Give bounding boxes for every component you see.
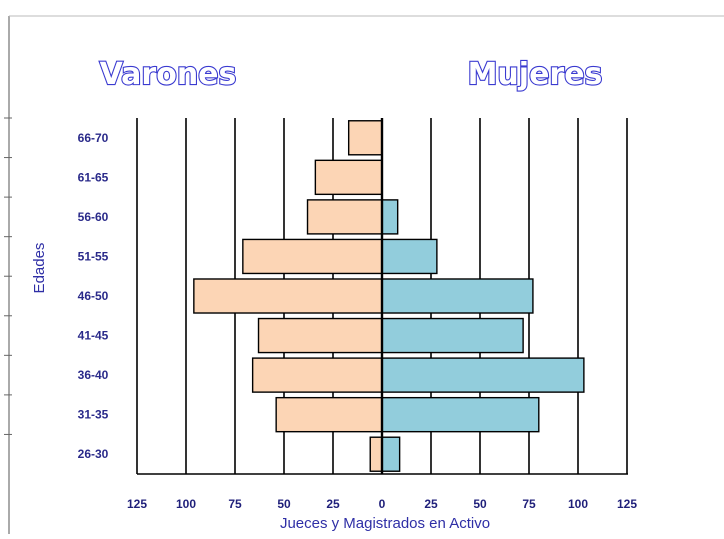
x-tick-label: 50 bbox=[277, 497, 291, 511]
category-label-41-45: 41-45 bbox=[78, 329, 109, 343]
category-label-51-55: 51-55 bbox=[78, 249, 109, 263]
bar-varones-61-65 bbox=[314, 159, 383, 196]
bar-varones-41-45 bbox=[257, 317, 383, 354]
bar-varones-51-55 bbox=[242, 238, 383, 275]
category-label-66-70: 66-70 bbox=[78, 131, 109, 145]
category-label-31-35: 31-35 bbox=[78, 408, 109, 422]
x-tick-label: 125 bbox=[127, 497, 147, 511]
bar-varones-66-70 bbox=[347, 120, 383, 156]
bar-varones-56-60 bbox=[306, 199, 383, 235]
x-tick-label: 25 bbox=[424, 497, 438, 511]
x-tick-label: 100 bbox=[568, 497, 588, 511]
bar-mujeres-26-30 bbox=[381, 436, 401, 472]
x-tick-label: 125 bbox=[617, 497, 637, 511]
x-axis-label: Jueces y Magistrados en Activo bbox=[280, 515, 490, 532]
category-label-61-65: 61-65 bbox=[78, 170, 109, 184]
bar-mujeres-36-40 bbox=[381, 357, 585, 393]
x-tick-labels: 125 100 75 50 25 0 25 50 75 100 125 bbox=[127, 497, 637, 511]
left-title: Varones bbox=[100, 57, 237, 92]
bar-mujeres-31-35 bbox=[381, 396, 540, 433]
category-label-26-30: 26-30 bbox=[78, 447, 109, 461]
category-label-56-60: 56-60 bbox=[78, 210, 109, 224]
bar-mujeres-56-60 bbox=[381, 199, 399, 235]
x-tick-label: 100 bbox=[176, 497, 196, 511]
bar-mujeres-46-50 bbox=[381, 278, 534, 314]
category-label-46-50: 46-50 bbox=[78, 289, 109, 303]
bar-varones-26-30 bbox=[369, 436, 383, 472]
y-axis-label: Edades bbox=[31, 243, 48, 294]
x-tick-label: 50 bbox=[473, 497, 487, 511]
bar-varones-46-50 bbox=[193, 278, 383, 314]
bar-mujeres-51-55 bbox=[381, 238, 438, 275]
right-title: Mujeres bbox=[468, 57, 603, 92]
x-tick-label: 0 bbox=[379, 497, 386, 511]
category-labels: 66-70 61-65 56-60 51-55 46-50 41-45 36-40 31-35… bbox=[4, 117, 109, 461]
x-tick-label: 75 bbox=[522, 497, 536, 511]
bar-varones-36-40 bbox=[251, 357, 383, 393]
bar-mujeres-41-45 bbox=[381, 317, 524, 354]
x-tick-label: 75 bbox=[228, 497, 242, 511]
bar-varones-31-35 bbox=[275, 396, 383, 433]
bars bbox=[193, 118, 585, 474]
category-label-36-40: 36-40 bbox=[78, 368, 109, 382]
x-tick-label: 25 bbox=[326, 497, 340, 511]
